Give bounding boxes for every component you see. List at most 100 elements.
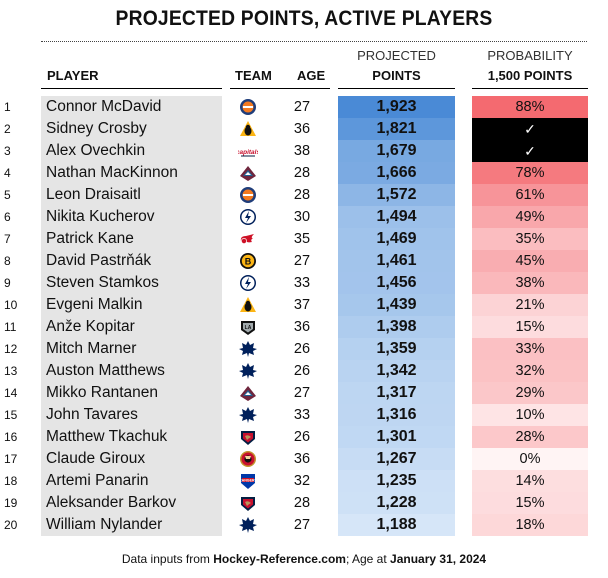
rank-label: 9 xyxy=(4,276,11,290)
projected-points-cell: 1,235 xyxy=(338,470,455,492)
probability-cell: 32% xyxy=(472,360,588,382)
probability-cell: 45% xyxy=(472,250,588,272)
player-age: 28 xyxy=(293,187,311,203)
player-name: Sidney Crosby xyxy=(41,118,222,140)
footer-date: January 31, 2024 xyxy=(390,552,487,566)
table-row: 2 Sidney Crosby 36 1,821 ✓ xyxy=(0,118,588,140)
player-age: 36 xyxy=(293,319,311,335)
projected-points-cell: 1,469 xyxy=(338,228,455,250)
player-name: Alex Ovechkin xyxy=(41,140,222,162)
team-logo-icon xyxy=(222,382,274,404)
table-row: 20 William Nylander 27 1,188 18% xyxy=(0,514,588,536)
rank-label: 11 xyxy=(4,320,17,334)
header-underline-points xyxy=(338,88,455,89)
team-logo-icon: B xyxy=(222,250,274,272)
probability-cell: 15% xyxy=(472,492,588,514)
probability-cell: 78% xyxy=(472,162,588,184)
table-row: 13 Auston Matthews 26 1,342 32% xyxy=(0,360,588,382)
team-logo-icon xyxy=(222,514,274,536)
team-logo-icon xyxy=(222,184,274,206)
rank-label: 13 xyxy=(4,364,18,378)
team-logo-icon xyxy=(222,492,274,514)
rank-label: 3 xyxy=(4,144,11,158)
rank-label: 14 xyxy=(4,386,18,400)
probability-cell: 29% xyxy=(472,382,588,404)
table-row: 7 Patrick Kane 35 1,469 35% xyxy=(0,228,588,250)
footer-note: Data inputs from Hockey-Reference.com; A… xyxy=(0,552,608,566)
table-row: 11 Anže Kopitar LA 36 1,398 15% xyxy=(0,316,588,338)
header-projected-bottom: POINTS xyxy=(372,68,421,83)
table-row: 9 Steven Stamkos 33 1,456 38% xyxy=(0,272,588,294)
rank-label: 6 xyxy=(4,210,11,224)
svg-text:RANGERS: RANGERS xyxy=(239,478,258,482)
header-age: AGE xyxy=(297,68,326,83)
player-name: Patrick Kane xyxy=(41,228,222,250)
player-name: Aleksander Barkov xyxy=(41,492,222,514)
team-logo-icon xyxy=(222,426,274,448)
header-underline-player xyxy=(41,88,222,89)
projected-points-cell: 1,923 xyxy=(338,96,455,118)
projected-points-cell: 1,821 xyxy=(338,118,455,140)
team-logo-icon xyxy=(222,118,274,140)
svg-text:capitals: capitals xyxy=(238,149,258,156)
table-row: 14 Mikko Rantanen 27 1,317 29% xyxy=(0,382,588,404)
table-row: 4 Nathan MacKinnon 28 1,666 78% xyxy=(0,162,588,184)
rank-label: 7 xyxy=(4,232,11,246)
projected-points-cell: 1,666 xyxy=(338,162,455,184)
player-age: 33 xyxy=(293,275,311,291)
footer-prefix: Data inputs from xyxy=(121,552,214,566)
projected-points-cell: 1,494 xyxy=(338,206,455,228)
player-age: 28 xyxy=(293,165,311,181)
player-age: 37 xyxy=(293,297,311,313)
probability-cell: ✓ xyxy=(472,118,588,140)
rank-label: 16 xyxy=(4,430,18,444)
probability-cell: 35% xyxy=(472,228,588,250)
player-age: 36 xyxy=(293,451,311,467)
table-row: 10 Evgeni Malkin 37 1,439 21% xyxy=(0,294,588,316)
footer-source: Hockey-Reference.com xyxy=(213,552,346,566)
rank-label: 2 xyxy=(4,122,11,136)
projected-points-cell: 1,188 xyxy=(338,514,455,536)
table-row: 3 Alex Ovechkin capitals 38 1,679 ✓ xyxy=(0,140,588,162)
player-name: Nathan MacKinnon xyxy=(41,162,222,184)
projected-points-cell: 1,456 xyxy=(338,272,455,294)
svg-text:B: B xyxy=(245,256,252,266)
player-name: Anže Kopitar xyxy=(41,316,222,338)
table-row: 8 David Pastrňák B 27 1,461 45% xyxy=(0,250,588,272)
projected-points-cell: 1,267 xyxy=(338,448,455,470)
player-name: Evgeni Malkin xyxy=(41,294,222,316)
header-underline-probability xyxy=(472,88,588,89)
player-age: 27 xyxy=(293,385,311,401)
header-probability-top: PROBABILITY xyxy=(487,48,573,63)
players-table: 1 Connor McDavid 27 1,923 88% 2 Sidney Crosby 3… xyxy=(0,96,588,536)
player-age: 26 xyxy=(293,341,311,357)
projected-points-cell: 1,342 xyxy=(338,360,455,382)
player-age: 30 xyxy=(293,209,311,225)
player-name: Leon Draisaitl xyxy=(41,184,222,206)
table-row: 16 Matthew Tkachuk 26 1,301 28% xyxy=(0,426,588,448)
rank-label: 12 xyxy=(4,342,18,356)
chart-title: PROJECTED POINTS, ACTIVE PLAYERS xyxy=(115,7,493,30)
player-name: Artemi Panarin xyxy=(41,470,222,492)
team-logo-icon xyxy=(222,272,274,294)
table-row: 19 Aleksander Barkov 28 1,228 15% xyxy=(0,492,588,514)
rank-label: 19 xyxy=(4,496,18,510)
team-logo-icon xyxy=(222,448,274,470)
header-projected-top: PROJECTED xyxy=(357,48,436,63)
projected-points-cell: 1,317 xyxy=(338,382,455,404)
table-row: 17 Claude Giroux 36 1,267 0% xyxy=(0,448,588,470)
player-age: 27 xyxy=(293,253,311,269)
probability-cell: 33% xyxy=(472,338,588,360)
header-probability-bottom: 1,500 POINTS xyxy=(487,68,573,83)
player-age: 32 xyxy=(293,473,311,489)
projected-points-cell: 1,359 xyxy=(338,338,455,360)
probability-cell: 0% xyxy=(472,448,588,470)
probability-cell: 18% xyxy=(472,514,588,536)
rank-label: 15 xyxy=(4,408,18,422)
header-team: TEAM xyxy=(235,68,272,83)
team-logo-icon xyxy=(222,360,274,382)
probability-cell: 61% xyxy=(472,184,588,206)
player-name: Mikko Rantanen xyxy=(41,382,222,404)
table-row: 15 John Tavares 33 1,316 10% xyxy=(0,404,588,426)
footer-middle: ; Age at xyxy=(345,552,391,566)
